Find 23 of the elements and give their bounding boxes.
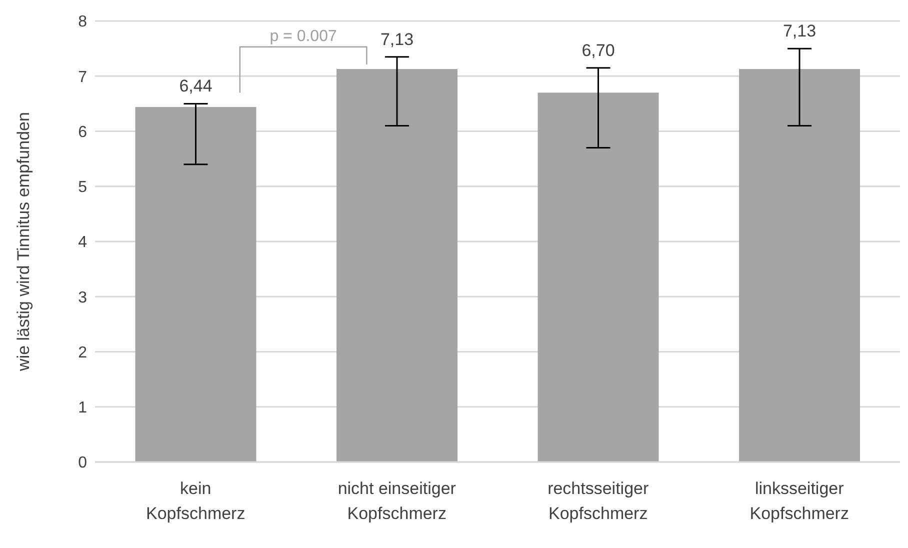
data-label: 7,13 <box>782 22 816 41</box>
y-tick-label: 7 <box>78 68 88 86</box>
bar <box>336 68 458 462</box>
y-tick-label: 0 <box>78 454 88 472</box>
y-tick-label: 6 <box>78 124 88 141</box>
x-tick-label: rechtsseitiger Kopfschmerz <box>548 479 650 523</box>
y-tick-label: 2 <box>78 344 88 362</box>
y-tick-label: 1 <box>78 400 88 417</box>
y-tick-label: 4 <box>78 234 88 252</box>
annotation: p = 0.007 <box>270 28 337 45</box>
bar <box>538 92 659 462</box>
y-tick-label: 8 <box>78 14 88 31</box>
x-tick-label: kein Kopfschmerz <box>146 479 246 523</box>
y-tick-label: 5 <box>78 179 88 196</box>
x-tick-label: nicht einseitiger Kopfschmerz <box>338 479 456 523</box>
bar <box>739 68 860 462</box>
data-label: 7,13 <box>380 30 414 49</box>
y-axis-title: wie lästig wird Tinnitus empfunden <box>14 112 34 372</box>
data-label: 6,44 <box>179 76 212 96</box>
x-tick-label: linksseitiger Kopfschmerz <box>750 479 849 523</box>
y-tick-label: 3 <box>78 289 88 306</box>
data-label: 6,70 <box>582 40 615 60</box>
bar <box>135 106 256 462</box>
